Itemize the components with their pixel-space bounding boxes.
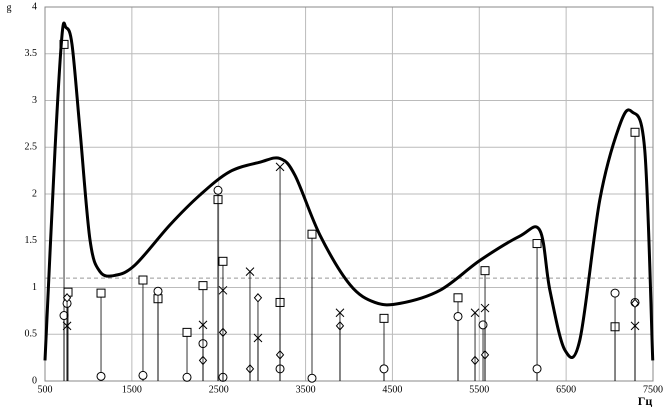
y-tick-label: 0 <box>32 375 37 386</box>
square-marker <box>182 327 192 337</box>
square-marker <box>198 281 208 291</box>
x-tick-label: 6500 <box>556 384 576 395</box>
square-marker <box>218 256 228 266</box>
square-marker <box>532 239 542 249</box>
x-tick-label: 1500 <box>122 384 142 395</box>
cross-marker <box>62 321 72 331</box>
circle-marker <box>610 288 620 298</box>
circle-marker <box>182 372 192 382</box>
diamond-marker <box>253 293 263 303</box>
y-tick-label: 3.5 <box>25 48 38 59</box>
circle-marker <box>138 370 148 380</box>
x-tick-label: 500 <box>38 384 53 395</box>
plot-frame <box>44 6 654 382</box>
square-marker <box>630 127 640 137</box>
diamond-marker <box>630 298 640 309</box>
cross-marker <box>470 308 480 318</box>
cross-marker <box>253 333 263 343</box>
curve <box>43 21 655 361</box>
cross-marker <box>335 308 345 318</box>
square-marker <box>379 313 389 323</box>
y-axis-label: g <box>7 2 12 13</box>
y-tick-label: 2 <box>32 188 37 199</box>
x-tick-label: 4500 <box>382 384 402 395</box>
y-tick-label: 0.5 <box>25 329 38 340</box>
diamond-marker <box>62 293 72 303</box>
square-marker <box>307 229 317 239</box>
cross-marker <box>275 162 285 172</box>
x-tick-label: 5500 <box>469 384 489 395</box>
x-axis-label: Гц <box>638 394 653 408</box>
x-tick-label: 3500 <box>296 384 316 395</box>
circle-marker <box>59 311 69 321</box>
square-marker <box>138 275 148 285</box>
x-tick-label: 2500 <box>209 384 229 395</box>
cross-marker <box>198 320 208 330</box>
circle-marker <box>307 373 317 383</box>
cross-marker <box>480 303 490 313</box>
square-marker <box>453 293 463 303</box>
cross-marker <box>630 321 640 331</box>
square-marker <box>96 288 106 298</box>
circle-marker <box>532 364 542 374</box>
cross-marker <box>245 267 255 276</box>
x-tick-label: 7500 <box>643 384 663 395</box>
circle-marker <box>213 185 223 195</box>
y-tick-label: 3 <box>32 95 37 106</box>
circle-marker <box>153 286 163 296</box>
y-tick-label: 1 <box>32 282 37 293</box>
y-tick-label: 4 <box>32 1 37 12</box>
square-marker <box>480 266 490 276</box>
circle-marker <box>478 320 488 330</box>
circle-marker <box>379 364 389 374</box>
y-tick-label: 2.5 <box>25 142 38 153</box>
circle-marker <box>453 311 463 321</box>
circle-marker <box>96 371 106 381</box>
y-tick-label: 1.5 <box>25 235 38 246</box>
cross-marker <box>218 285 228 295</box>
